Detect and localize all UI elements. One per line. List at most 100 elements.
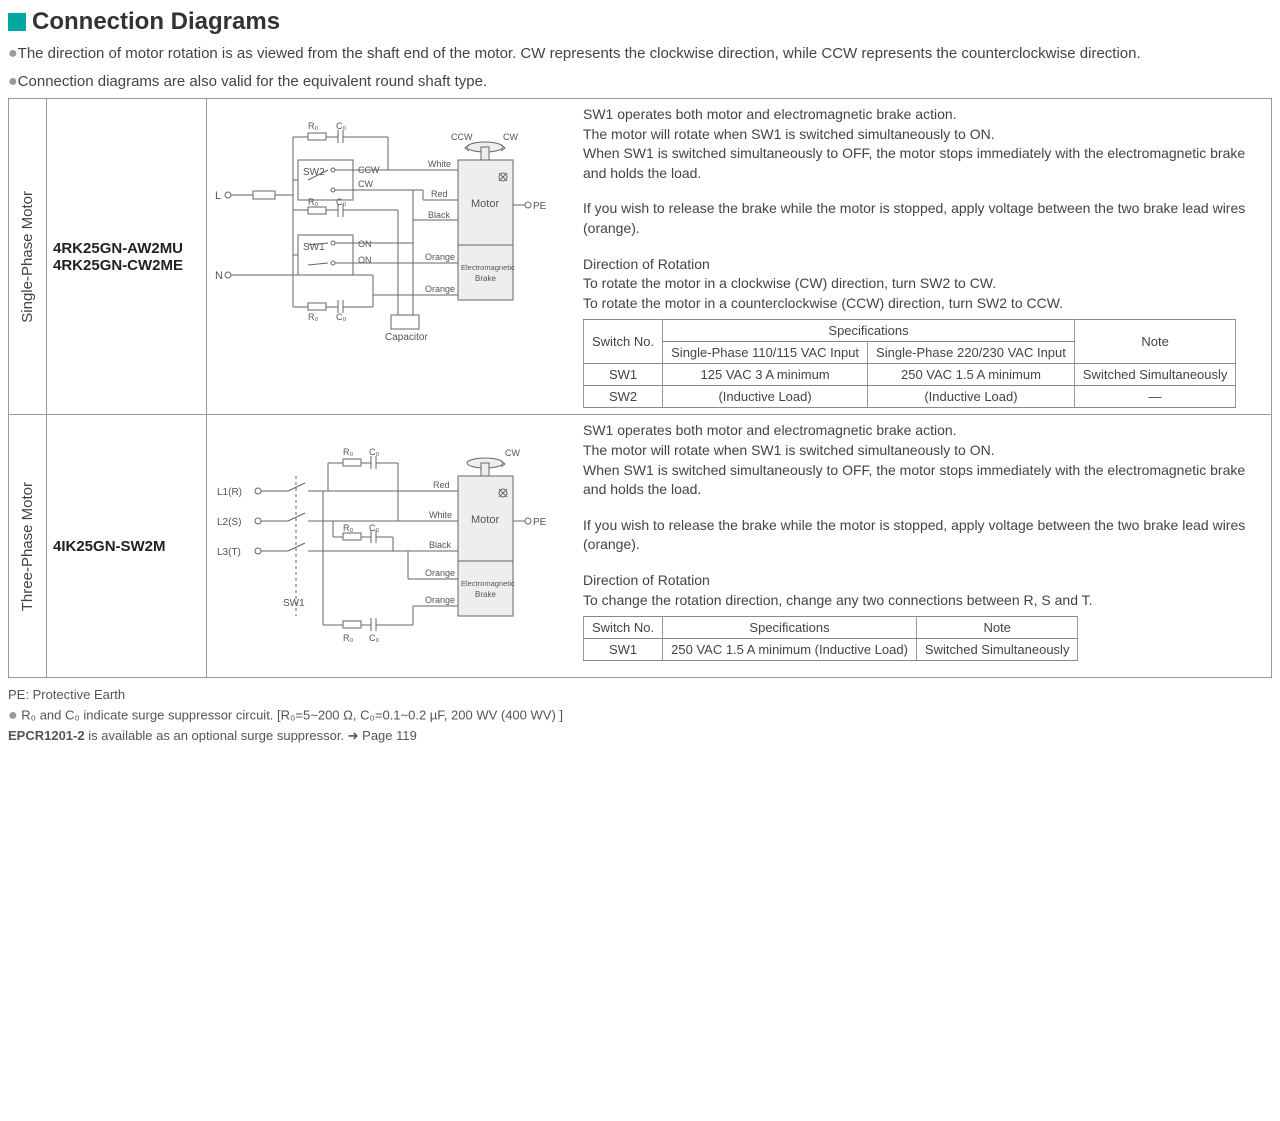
row2-dirh: Direction of Rotation [583,571,1265,591]
intro1-text: The direction of motor rotation is as vi… [18,45,1141,62]
row1-model2: 4RK25GN-CW2ME [53,257,200,274]
title-square-icon [8,13,26,31]
t2-h-note: Note [916,617,1078,639]
row2-vert-label: Three-Phase Motor [15,478,40,615]
t1-sw2note: — [1074,386,1236,408]
row1-vert-label: Single-Phase Motor [15,187,40,327]
footer-epcr-bold: EPCR1201-2 [8,728,85,743]
svg-text:SW2: SW2 [303,167,325,178]
row2-p4: If you wish to release the brake while t… [583,516,1265,555]
svg-text:CW: CW [358,179,373,189]
svg-text:Capacitor: Capacitor [385,332,428,343]
footer-epcr-rest: is available as an optional surge suppre… [85,728,417,743]
footer-rc-text: R₀ and C₀ indicate surge suppressor circ… [21,707,563,722]
t2-h-switch: Switch No. [584,617,663,639]
row1-p4: If you wish to release the brake while t… [583,199,1265,238]
row1-dir1: To rotate the motor in a clockwise (CW) … [583,274,1265,294]
bullet-icon: ● [8,707,18,724]
t2-sw1spec: 250 VAC 1.5 A minimum (Inductive Load) [663,639,917,661]
svg-text:White: White [428,159,451,169]
svg-text:R₀: R₀ [343,447,353,457]
footer-pe: PE: Protective Earth [8,686,1272,704]
svg-text:Electromagnetic: Electromagnetic [461,263,515,272]
single-phase-row: Single-Phase Motor 4RK25GN-AW2MU 4RK25GN… [9,99,1272,415]
svg-text:C₀: C₀ [369,633,379,643]
t1-sw2c1: (Inductive Load) [663,386,868,408]
svg-text:L1(R): L1(R) [217,487,242,498]
svg-text:Red: Red [433,480,450,490]
svg-text:Motor: Motor [471,514,499,526]
t2-h-spec: Specifications [663,617,917,639]
row1-p1: SW1 operates both motor and electromagne… [583,105,1265,125]
svg-text:R₀: R₀ [308,121,318,131]
svg-text:Brake: Brake [475,274,496,283]
svg-text:R₀: R₀ [343,523,353,533]
row1-content-cell: L N SW2 CCW CW R [207,99,1272,415]
t1-sw1c2: 250 VAC 1.5 A minimum [868,364,1075,386]
row1-vert-cell: Single-Phase Motor [9,99,47,415]
footer-notes: PE: Protective Earth ● R₀ and C₀ indicat… [8,686,1272,745]
svg-text:C₀: C₀ [369,523,379,533]
svg-text:PE: PE [533,201,547,212]
t1-sw1c1: 125 VAC 3 A minimum [663,364,868,386]
intro2-text: Connection diagrams are also valid for t… [18,73,487,90]
svg-text:ON: ON [358,239,372,249]
svg-text:L2(S): L2(S) [217,517,241,528]
row1-spec-table: Switch No. Specifications Note Single-Ph… [583,319,1236,408]
svg-text:C₀: C₀ [336,121,346,131]
svg-text:CW: CW [503,132,518,142]
page-title-row: Connection Diagrams [8,8,1272,36]
svg-text:Orange: Orange [425,252,455,262]
svg-text:R₀: R₀ [343,633,353,643]
svg-text:C₀: C₀ [336,312,346,322]
svg-text:L: L [215,190,221,202]
t1-sw1note: Switched Simultaneously [1074,364,1236,386]
footer-epcr: EPCR1201-2 is available as an optional s… [8,727,1272,745]
row2-vert-cell: Three-Phase Motor [9,415,47,678]
svg-text:Orange: Orange [425,595,455,605]
svg-text:Brake: Brake [475,590,496,599]
row1-dirh: Direction of Rotation [583,255,1265,275]
single-phase-diagram: L N SW2 CCW CW R [213,105,573,365]
svg-text:Black: Black [428,210,451,220]
row2-spec-table: Switch No. Specifications Note SW1 250 V… [583,616,1078,661]
svg-text:Orange: Orange [425,284,455,294]
row1-dir2: To rotate the motor in a counterclockwis… [583,294,1265,314]
three-phase-row: Three-Phase Motor 4IK25GN-SW2M L1(R) L2(… [9,415,1272,678]
t1-sw1: SW1 [584,364,663,386]
svg-text:Orange: Orange [425,568,455,578]
row2-p2: The motor will rotate when SW1 is switch… [583,441,1265,461]
row1-model-cell: 4RK25GN-AW2MU 4RK25GN-CW2ME [47,99,207,415]
t1-h-switch: Switch No. [584,320,663,364]
svg-text:C₀: C₀ [369,447,379,457]
svg-text:L3(T): L3(T) [217,547,241,558]
row2-content-cell: L1(R) L2(S) L3(T) SW1 R₀ C₀ R₀ C₀ R₀ C₀ [207,415,1272,678]
t1-h-sp2: Single-Phase 220/230 VAC Input [868,342,1075,364]
svg-text:CW: CW [505,448,520,458]
t1-h-note: Note [1074,320,1236,364]
row1-p2: The motor will rotate when SW1 is switch… [583,125,1265,145]
svg-text:Black: Black [429,540,452,550]
main-layout-table: Single-Phase Motor 4RK25GN-AW2MU 4RK25GN… [8,98,1272,678]
footer-rc: ● R₀ and C₀ indicate surge suppressor ci… [8,705,1272,727]
svg-text:Red: Red [431,189,448,199]
bullet-icon: ● [8,45,18,62]
row2-dir1: To change the rotation direction, change… [583,591,1265,611]
svg-text:Electromagnetic: Electromagnetic [461,579,515,588]
svg-text:C₀: C₀ [336,197,346,207]
svg-text:PE: PE [533,517,547,528]
t1-sw2c2: (Inductive Load) [868,386,1075,408]
svg-text:Motor: Motor [471,198,499,210]
intro-line-1: ●The direction of motor rotation is as v… [8,42,1272,66]
intro-line-2: ●Connection diagrams are also valid for … [8,70,1272,94]
svg-text:SW1: SW1 [283,598,305,609]
svg-text:R₀: R₀ [308,312,318,322]
svg-text:R₀: R₀ [308,197,318,207]
row2-p3: When SW1 is switched simultaneously to O… [583,461,1265,500]
svg-text:N: N [215,270,223,282]
t2-sw1: SW1 [584,639,663,661]
svg-text:CCW: CCW [451,132,473,142]
bullet-icon: ● [8,73,18,90]
row1-model1: 4RK25GN-AW2MU [53,240,200,257]
t1-h-sp1: Single-Phase 110/115 VAC Input [663,342,868,364]
